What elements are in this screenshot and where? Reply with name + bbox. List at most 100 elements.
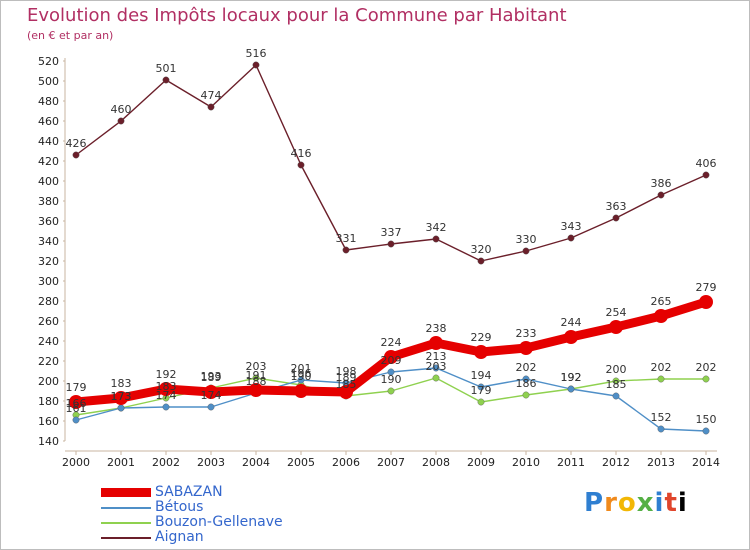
data-point-aignan: [162, 76, 170, 84]
x-tick-label: 2004: [242, 456, 270, 469]
data-label-aignan: 501: [156, 62, 177, 75]
data-label-betous: 150: [696, 413, 717, 426]
data-label-aignan: 386: [651, 177, 672, 190]
y-tick-label: 140: [38, 435, 59, 448]
data-label-aignan: 460: [111, 103, 132, 116]
data-point-sabazan: [654, 309, 668, 323]
data-label-bouzon-gellenave: 196: [291, 367, 312, 380]
data-label-aignan: 363: [606, 200, 627, 213]
legend-label: Aignan: [155, 529, 204, 545]
data-label-sabazan: 189: [336, 371, 357, 384]
y-tick-label: 420: [38, 155, 59, 168]
data-point-sabazan: [69, 395, 83, 409]
data-point-betous: [117, 404, 125, 412]
data-point-betous: [72, 416, 80, 424]
x-tick-label: 2001: [107, 456, 135, 469]
data-label-bouzon-gellenave: 200: [606, 363, 627, 376]
data-point-sabazan: [384, 350, 398, 364]
data-label-aignan: 416: [291, 147, 312, 160]
y-tick-label: 520: [38, 55, 59, 68]
y-tick-label: 300: [38, 275, 59, 288]
data-label-aignan: 343: [561, 220, 582, 233]
data-label-betous: 174: [156, 389, 177, 402]
data-label-betous: 174: [201, 389, 222, 402]
data-label-aignan: 342: [426, 221, 447, 234]
y-tick-label: 400: [38, 175, 59, 188]
legend-label: SABAZAN: [155, 484, 223, 500]
x-tick-label: 2003: [197, 456, 225, 469]
legend-swatch-sabazan: [101, 488, 151, 497]
data-point-bouzon-gellenave: [432, 374, 440, 382]
data-point-sabazan: [114, 391, 128, 405]
data-point-sabazan: [204, 385, 218, 399]
legend-label: Bouzon-Gellenave: [155, 514, 283, 530]
x-tick-label: 2008: [422, 456, 450, 469]
series-layer: [69, 61, 713, 435]
data-label-betous: 152: [651, 411, 672, 424]
legend-swatch-betous: [101, 507, 151, 509]
data-label-sabazan: 190: [291, 370, 312, 383]
data-label-aignan: 320: [471, 243, 492, 256]
data-label-bouzon-gellenave: 203: [246, 360, 267, 373]
data-label-betous: 192: [561, 371, 582, 384]
x-tick-label: 2013: [647, 456, 675, 469]
data-point-aignan: [657, 191, 665, 199]
data-label-betous: 188: [246, 375, 267, 388]
data-point-betous: [567, 385, 575, 393]
x-tick-label: 2009: [467, 456, 495, 469]
chart-title: Evolution des Impôts locaux pour la Comm…: [27, 5, 567, 26]
data-point-sabazan: [699, 295, 713, 309]
data-label-sabazan: 179: [66, 381, 87, 394]
x-tick-label: 2002: [152, 456, 180, 469]
data-point-sabazan: [609, 320, 623, 334]
x-tick-label: 2011: [557, 456, 585, 469]
y-tick-label: 380: [38, 195, 59, 208]
x-tick-label: 2012: [602, 456, 630, 469]
data-point-sabazan: [249, 383, 263, 397]
data-label-bouzon-gellenave: 183: [156, 380, 177, 393]
data-label-sabazan: 183: [111, 377, 132, 390]
data-point-sabazan: [159, 382, 173, 396]
axes: 140 160 180 200 220 240 260 280 300 320 340 360 380 4…: [38, 55, 720, 469]
data-point-aignan: [477, 257, 485, 265]
data-label-sabazan: 233: [516, 327, 537, 340]
data-point-betous: [522, 375, 530, 383]
data-label-bouzon-gellenave: 202: [651, 361, 672, 374]
data-point-betous: [432, 364, 440, 372]
data-label-bouzon-gellenave: 179: [471, 384, 492, 397]
data-label-sabazan: 254: [606, 306, 627, 319]
data-label-bouzon-gellenave: 186: [516, 377, 537, 390]
data-label-betous: 209: [381, 354, 402, 367]
data-point-aignan: [612, 214, 620, 222]
data-point-aignan: [522, 247, 530, 255]
legend-label: Bétous: [155, 499, 204, 515]
data-label-sabazan: 192: [156, 368, 177, 381]
data-label-aignan: 330: [516, 233, 537, 246]
data-label-sabazan: 224: [381, 336, 402, 349]
x-tick-label: 2005: [287, 456, 315, 469]
data-point-sabazan: [339, 385, 353, 399]
data-point-betous: [162, 403, 170, 411]
data-label-betous: 202: [516, 361, 537, 374]
data-label-aignan: 474: [201, 89, 222, 102]
y-tick-label: 340: [38, 235, 59, 248]
data-point-aignan: [387, 240, 395, 248]
data-label-aignan: 516: [246, 47, 267, 60]
y-tick-label: 180: [38, 395, 59, 408]
data-label-bouzon-gellenave: 202: [696, 361, 717, 374]
data-point-betous: [207, 403, 215, 411]
data-label-betous: 161: [66, 402, 87, 415]
data-label-aignan: 406: [696, 157, 717, 170]
data-point-bouzon-gellenave: [477, 398, 485, 406]
y-tick-label: 440: [38, 135, 59, 148]
data-label-bouzon-gellenave: 173: [111, 390, 132, 403]
data-point-bouzon-gellenave: [702, 375, 710, 383]
data-label-bouzon-gellenave: 166: [66, 397, 87, 410]
x-tick-label: 2014: [692, 456, 720, 469]
legend-swatch-bouzon-gellenave: [101, 522, 151, 524]
data-point-sabazan: [294, 384, 308, 398]
y-tick-label: 500: [38, 75, 59, 88]
data-point-bouzon-gellenave: [252, 374, 260, 382]
chart-subtitle: (en € et par an): [27, 29, 114, 42]
